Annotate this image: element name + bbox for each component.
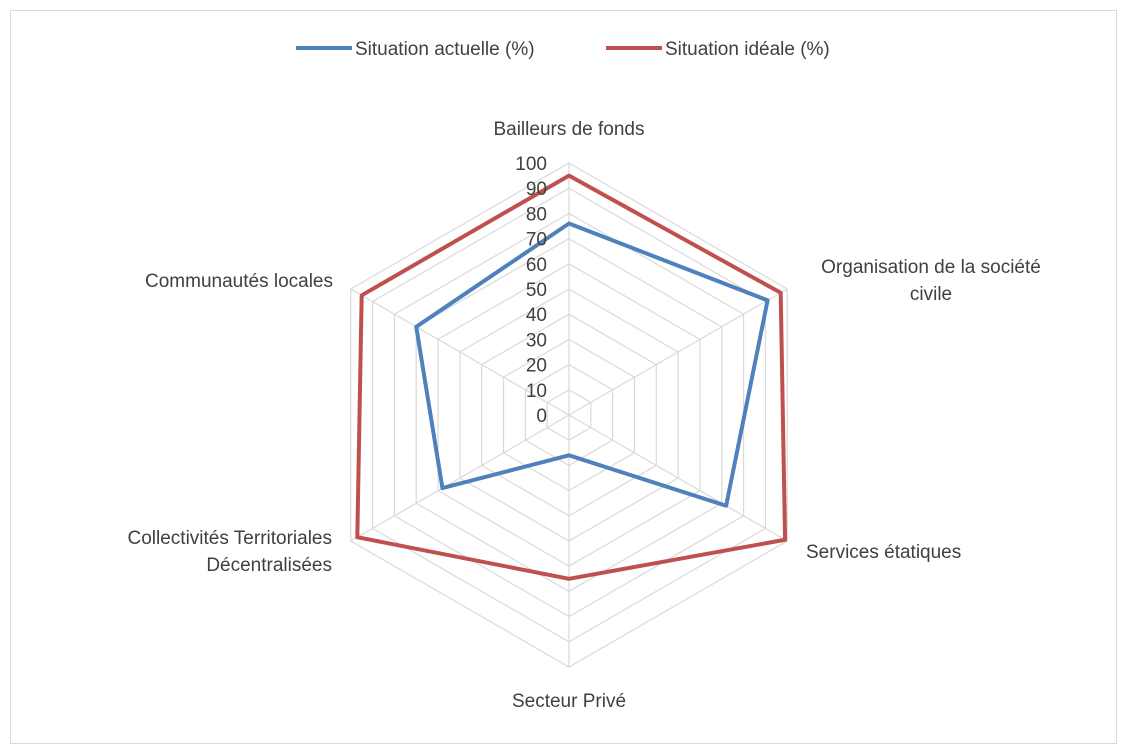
axis-label-line: Secteur Privé (512, 691, 626, 712)
series-line-2 (355, 173, 788, 581)
tick-label: 80 (526, 204, 547, 225)
axis-label: Secteur Privé (512, 691, 626, 712)
tick-label: 30 (526, 330, 547, 351)
grid-spoke (350, 288, 570, 416)
grid-spoke (568, 288, 788, 416)
tick-label: 10 (526, 381, 547, 402)
axis-label: Services étatiques (806, 542, 961, 563)
series-line-1 (414, 221, 770, 508)
tick-label: 40 (526, 305, 547, 326)
tick-label: 100 (515, 154, 547, 175)
axis-label-line: Services étatiques (806, 542, 961, 563)
grid-spoke (568, 414, 788, 542)
tick-label: 70 (526, 230, 547, 251)
tick-label: 50 (526, 280, 547, 301)
axis-label-line: Collectivités Territoriales (128, 528, 333, 549)
axis-label-line: civile (910, 284, 952, 305)
tick-label: 60 (526, 255, 547, 276)
legend-label-1: Situation actuelle (%) (355, 39, 535, 60)
tick-label: 20 (526, 356, 547, 377)
tick-label: 90 (526, 179, 547, 200)
legend-label-2: Situation idéale (%) (665, 39, 830, 60)
axis-label: Communautés locales (145, 271, 333, 292)
axis-label: Organisation de la société civile (821, 257, 1041, 305)
chart-frame (10, 10, 1117, 744)
tick-label: 0 (536, 406, 547, 427)
axis-label: Bailleurs de fonds (493, 119, 644, 140)
axis-label: Collectivités Territoriales Décentralisée… (128, 528, 333, 576)
axis-label-line: Communautés locales (145, 271, 333, 292)
grid-spoke (350, 414, 570, 542)
axis-label-line: Décentralisées (206, 555, 332, 576)
axis-label-line: Bailleurs de fonds (493, 119, 644, 140)
axis-label-line: Organisation de la société (821, 257, 1041, 278)
